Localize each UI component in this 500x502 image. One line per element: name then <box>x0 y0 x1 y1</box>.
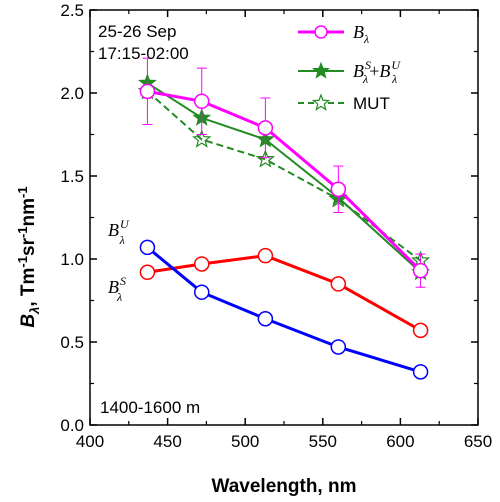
y-tick-label: 0.0 <box>60 416 84 435</box>
y-axis-units-exp1: -1 <box>15 256 30 268</box>
series-line <box>146 90 422 262</box>
axes: 400 450 500 550 600 650 0.0 0.5 1.0 1.5 2.0 2.5 <box>60 1 492 451</box>
y-axis-units-sr: sr <box>18 237 39 256</box>
svg-text:Bλ: Bλ <box>353 22 369 46</box>
legend-entry-mut: MUT <box>298 93 390 113</box>
y-axis-units-exp2: -1 <box>15 226 30 238</box>
x-tick-label: 600 <box>386 432 414 451</box>
data-point <box>412 322 429 339</box>
y-axis-units: , Tm <box>18 268 39 307</box>
series-b-lambda <box>139 57 429 288</box>
date-annotation: 25-26 Sep <box>98 22 176 41</box>
x-tick-label: 550 <box>309 432 337 451</box>
y-tick-label: 2.5 <box>60 1 84 20</box>
svg-text:Bλ, Tm-1sr-1nm-1: Bλ, Tm-1sr-1nm-1 <box>15 186 42 327</box>
altitude-annotation: 1400-1600 m <box>100 398 200 417</box>
series-line <box>147 254 422 332</box>
series-bu <box>139 247 429 339</box>
data-point <box>257 247 274 264</box>
data-point <box>139 264 156 281</box>
series-line <box>147 89 422 272</box>
data-point <box>330 276 347 292</box>
data-point <box>193 93 210 110</box>
plot-area <box>137 57 431 380</box>
y-axis-units-exp3: -1 <box>15 186 30 198</box>
y-axis-units-nm: nm <box>18 198 39 227</box>
plot-frame <box>89 9 479 426</box>
series-bs <box>139 239 429 380</box>
data-point <box>330 339 347 355</box>
bs-curve-label: BS λ <box>108 274 126 304</box>
y-axis-symbol: B <box>18 314 39 328</box>
data-point <box>193 284 210 300</box>
svg-text:BSλ+BUλ: BS λ+BU λ <box>353 58 401 86</box>
bu-curve-label: BU λ <box>108 217 130 247</box>
legend: Bλ BS λ+BU λ MUT <box>298 22 401 113</box>
legend-marker-b-lambda <box>314 25 328 39</box>
x-tick-label: 450 <box>153 432 181 451</box>
x-tick-label: 400 <box>76 432 104 451</box>
x-axis-title: Wavelength, nm <box>212 476 357 497</box>
data-point <box>192 129 212 148</box>
legend-marker-bs-plus-bu <box>312 61 330 79</box>
data-point <box>257 120 274 136</box>
y-tick-label: 1.5 <box>60 167 84 186</box>
data-point <box>139 239 156 256</box>
data-point <box>330 181 347 198</box>
y-tick-label: 0.5 <box>60 333 84 352</box>
x-tick-label: 650 <box>464 432 492 451</box>
y-tick-label: 1.0 <box>60 250 84 269</box>
data-point <box>412 262 429 279</box>
y-axis-title: Bλ, Tm-1sr-1nm-1 <box>15 186 42 327</box>
svg-text:MUT: MUT <box>353 94 390 113</box>
time-annotation: 17:15-02:00 <box>98 44 189 63</box>
legend-entry-b-lambda: Bλ <box>298 22 369 46</box>
y-axis-symbol-sub: λ <box>27 307 42 315</box>
legend-entry-bs-plus-bu: BS λ+BU λ <box>298 58 401 86</box>
data-point <box>139 83 156 100</box>
x-tick-label: 500 <box>231 432 259 451</box>
y-tick-label: 2.0 <box>60 84 84 103</box>
data-point <box>255 149 276 168</box>
legend-marker-mut <box>311 93 331 111</box>
data-point <box>412 364 429 380</box>
data-point <box>257 311 274 327</box>
data-point <box>193 256 210 272</box>
